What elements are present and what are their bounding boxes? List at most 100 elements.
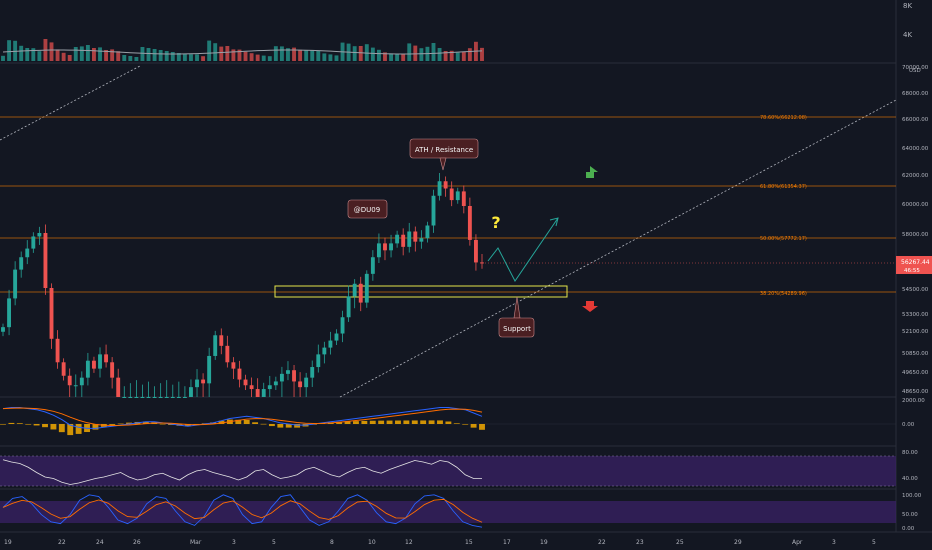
candle-body[interactable] [61, 362, 66, 376]
candle-body[interactable] [231, 362, 236, 369]
arrow-up-icon[interactable] [586, 166, 598, 178]
rising-support-trendline[interactable] [339, 99, 897, 398]
candle-body[interactable] [25, 248, 30, 258]
candle-body[interactable] [122, 397, 127, 398]
candle-body[interactable] [128, 397, 133, 398]
candle-body[interactable] [176, 397, 181, 398]
candle-body[interactable] [389, 243, 393, 251]
upper-trendline[interactable] [0, 65, 141, 141]
candle-body[interactable] [201, 379, 206, 384]
candle-body[interactable] [43, 233, 48, 288]
candle-body[interactable] [98, 354, 102, 369]
candle-body[interactable] [255, 389, 260, 397]
candle-body[interactable] [401, 234, 406, 247]
candle-body[interactable] [152, 397, 157, 398]
candle-body[interactable] [195, 379, 199, 388]
candle-body[interactable] [146, 397, 151, 398]
candle-body[interactable] [140, 397, 145, 398]
candle-body[interactable] [92, 360, 96, 369]
candle-body[interactable] [461, 191, 466, 206]
candle-body[interactable] [49, 288, 54, 339]
candle-body[interactable] [261, 389, 266, 397]
candle-body[interactable] [455, 191, 460, 201]
candle-body[interactable] [104, 354, 109, 363]
candle-body[interactable] [358, 283, 363, 303]
candle-body[interactable] [225, 345, 230, 363]
support-callout[interactable]: Support [498, 296, 535, 338]
candle-body[interactable] [395, 234, 400, 244]
candle-body[interactable] [279, 373, 284, 382]
candle-body[interactable] [37, 233, 42, 237]
stoch-d-line [2, 498, 483, 523]
candle-body[interactable] [189, 387, 193, 397]
support-zone-box[interactable] [274, 285, 568, 298]
candle-body[interactable] [182, 397, 187, 398]
candle-body[interactable] [473, 239, 478, 263]
candle-body[interactable] [110, 362, 115, 378]
candle-body[interactable] [55, 338, 60, 363]
candle-body[interactable] [431, 195, 436, 226]
arrow-down-icon[interactable] [582, 301, 598, 312]
candle-body[interactable] [67, 375, 72, 386]
candle-body[interactable] [334, 333, 339, 341]
candle-body[interactable] [213, 335, 218, 356]
candle-body[interactable] [237, 368, 242, 380]
candle-body[interactable] [407, 231, 412, 247]
candle-body[interactable] [286, 370, 290, 374]
candle-body[interactable] [413, 231, 418, 242]
price-label-53300: 53300.00 [902, 312, 929, 318]
candle-body[interactable] [316, 354, 321, 368]
candle-body[interactable] [7, 298, 12, 328]
candle-body[interactable] [370, 257, 375, 274]
candle-body[interactable] [13, 269, 18, 299]
candle-body[interactable] [1, 327, 5, 332]
candle-body[interactable] [79, 377, 84, 386]
candle-body[interactable] [249, 385, 254, 390]
ath-callout[interactable]: ATH / Resistance [409, 138, 479, 171]
candle-body[interactable] [170, 397, 175, 398]
candle-body[interactable] [425, 225, 430, 239]
candle-body[interactable] [322, 347, 327, 355]
candle-body[interactable] [467, 206, 472, 240]
candle-body[interactable] [298, 381, 303, 388]
candle-body[interactable] [158, 397, 163, 398]
candle-body[interactable] [340, 317, 345, 334]
volume-bar [116, 51, 121, 61]
candle-body[interactable] [346, 296, 351, 318]
candle-body[interactable] [273, 381, 278, 386]
volume-bar [395, 54, 400, 61]
volume-bar [401, 54, 406, 61]
candle-body[interactable] [243, 379, 248, 386]
candle-body[interactable] [419, 238, 424, 242]
time-label-17: 17 [503, 539, 511, 546]
candle-body[interactable] [292, 370, 296, 382]
candle-body[interactable] [310, 367, 315, 378]
candle-body[interactable] [449, 188, 454, 201]
candle-body[interactable] [443, 181, 448, 189]
candle-body[interactable] [31, 236, 36, 249]
author-tag[interactable]: @DU09 [347, 199, 388, 219]
candle-body[interactable] [85, 360, 90, 378]
candle-body[interactable] [116, 377, 121, 397]
time-axis[interactable]: 19 22 24 26 Mar 3 5 8 10 12 15 17 19 22 … [4, 539, 876, 546]
candle-body[interactable] [19, 257, 24, 270]
candle-body[interactable] [376, 243, 381, 258]
candle-body[interactable] [164, 397, 169, 398]
candle-body[interactable] [437, 181, 442, 196]
macd-histogram-bar [58, 424, 65, 433]
volume-bar [122, 55, 127, 61]
candle-body[interactable] [383, 243, 387, 251]
candle-body[interactable] [207, 355, 212, 384]
candle-body[interactable] [304, 377, 309, 388]
candle-body[interactable] [267, 385, 272, 390]
projection-path[interactable] [487, 217, 559, 282]
candle-body[interactable] [219, 335, 224, 346]
candle-body[interactable] [73, 385, 78, 387]
candle-body[interactable] [134, 397, 139, 398]
candle-body[interactable] [328, 340, 333, 348]
price-axis[interactable]: 70000.00 USD 68000.00 66000.00 64000.00 … [896, 65, 932, 395]
volume-bar [152, 49, 157, 61]
candle-body[interactable] [352, 283, 357, 297]
candle-body[interactable] [364, 273, 369, 303]
